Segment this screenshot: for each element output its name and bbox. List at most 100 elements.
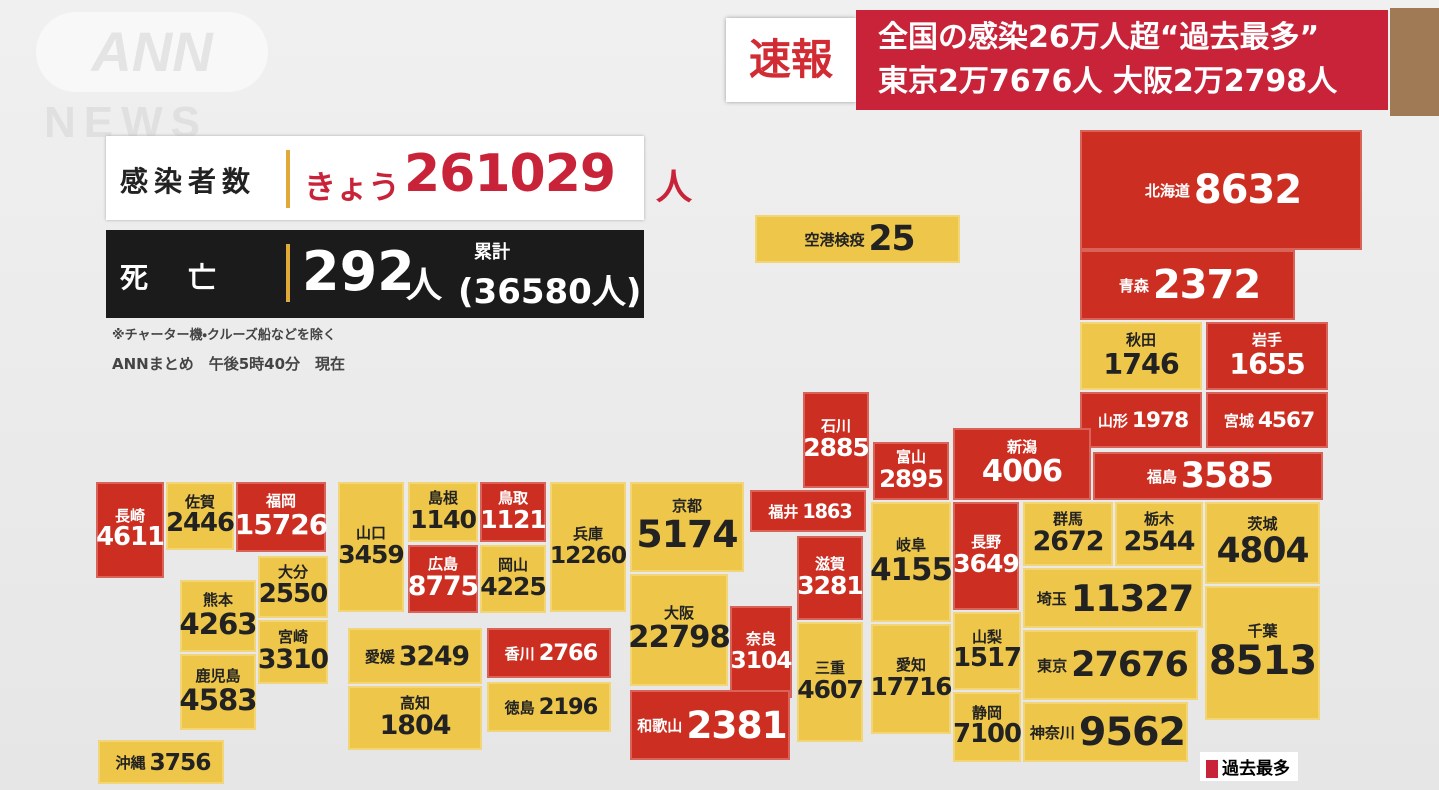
prefecture-count: 1746: [1103, 346, 1179, 381]
prefecture-tile: 島根 1140: [408, 482, 478, 542]
prefecture-name: 群馬: [1052, 510, 1083, 529]
prefecture-count: 1121: [480, 504, 547, 534]
prefecture-name: 鹿児島: [195, 666, 241, 685]
source: ANNまとめ 午後5時40分 現在: [112, 355, 346, 373]
prefecture-count: 8632: [1193, 167, 1302, 213]
separator: [286, 244, 290, 302]
prefecture-count: 4225: [480, 571, 547, 601]
prefecture-name: 奈良: [745, 629, 776, 648]
prefecture-count: 4006: [981, 454, 1063, 489]
prefecture-name: 新潟: [1006, 438, 1037, 457]
prefecture-name: 東京: [1037, 656, 1068, 675]
prefecture-tile: 福島 3585: [1093, 452, 1323, 500]
prefecture-tile: 山梨 1517: [953, 612, 1022, 690]
prefecture-tile: 空港検疫 25: [755, 215, 960, 263]
prefecture-name: 茨城: [1247, 515, 1278, 534]
prefecture-name: 神奈川: [1029, 723, 1075, 742]
prefecture-count: 2372: [1152, 262, 1261, 308]
prefecture-tile: 岡山 4225: [480, 545, 547, 613]
prefecture-name: 岡山: [497, 556, 528, 574]
prefecture-count: 4155: [870, 551, 953, 588]
prefecture-tile: 茨城 4804: [1205, 502, 1320, 584]
prefecture-tile: 秋田 1746: [1080, 322, 1202, 390]
prefecture-name: 福島: [1146, 467, 1177, 486]
prefecture-tile: 栃木 2544: [1115, 502, 1203, 566]
prefecture-name: 愛媛: [364, 647, 395, 666]
cases-unit: 人: [656, 167, 693, 208]
prefecture-tile: 福井 1863: [750, 490, 866, 532]
prefecture-count: 17716: [870, 671, 953, 701]
prefecture-count: 1655: [1229, 346, 1305, 381]
prefecture-tile: 山形 1978: [1080, 392, 1202, 448]
prefecture-tile: 石川 2885: [803, 392, 870, 488]
prefecture-count: 4804: [1216, 530, 1310, 571]
deaths-panel: 死 亡 292 人 累計 (36580人): [106, 230, 644, 318]
legend-label: 過去最多: [1222, 759, 1290, 779]
prefecture-name: 兵庫: [572, 524, 603, 543]
prefecture-name: 福岡: [265, 492, 296, 511]
prefecture-count: 7100: [953, 719, 1022, 750]
prefecture-name: 山口: [355, 524, 386, 542]
prefecture-count: 1863: [802, 499, 852, 523]
prefecture-tile: 鳥取 1121: [480, 482, 547, 542]
prefecture-count: 3756: [149, 748, 212, 776]
prefecture-name: 静岡: [971, 703, 1002, 722]
headline-line: 全国の感染26万人超“過去最多”: [878, 20, 1320, 55]
notes: ※チャーター機・クルーズ船などを除く ANNまとめ 午後5時40分 現在: [112, 326, 345, 382]
prefecture-tile: 宮崎 3310: [258, 620, 329, 684]
prefecture-name: 沖縄: [115, 753, 146, 772]
prefecture-tile: 神奈川 9562: [1023, 702, 1188, 762]
headline-line: 東京2万7676人 大阪2万2798人: [878, 64, 1338, 99]
prefecture-tile: 高知 1804: [348, 686, 482, 750]
prefecture-name: 千葉: [1247, 622, 1278, 641]
prefecture-tile: 広島 8775: [408, 545, 479, 613]
prefecture-name: 和歌山: [637, 716, 683, 735]
prefecture-tile: 岩手 1655: [1206, 322, 1328, 390]
prefecture-name: 長崎: [114, 506, 145, 525]
prefecture-name: 石川: [820, 417, 851, 435]
prefecture-count: 4583: [179, 682, 257, 717]
cases-prefix: きょう: [304, 168, 401, 206]
prefecture-tile: 愛知 17716: [870, 624, 953, 734]
prefecture-count: 8513: [1208, 637, 1317, 684]
prefecture-tile: 長野 3649: [953, 502, 1020, 610]
prefecture-count: 1978: [1131, 407, 1189, 433]
prefecture-count: 4263: [179, 606, 257, 641]
prefecture-tile: 兵庫 12260: [550, 482, 627, 612]
prefecture-count: 3249: [398, 640, 470, 672]
prefecture-name: 徳島: [504, 698, 535, 717]
prefecture-name: 京都: [671, 497, 702, 516]
prefecture-name: 岐阜: [895, 535, 926, 554]
prefecture-tile: 徳島 2196: [487, 682, 611, 732]
prefecture-name: 愛知: [895, 656, 926, 675]
prefecture-tile: 静岡 7100: [953, 692, 1022, 762]
cases-panel: 感染者数 きょう 261029 人: [106, 136, 692, 220]
prefecture-name: 岩手: [1251, 331, 1282, 350]
prefecture-tile: 鹿児島 4583: [179, 654, 258, 730]
prefecture-tile: 佐賀 2446: [166, 482, 235, 550]
prefecture-tile: 宮城 4567: [1206, 392, 1328, 448]
prefecture-count: 27676: [1071, 645, 1189, 685]
prefecture-tile: 和歌山 2381: [630, 690, 790, 760]
prefecture-tile: 埼玉 11327: [1023, 568, 1203, 628]
prefecture-count: 11327: [1070, 576, 1195, 620]
legend-swatch: [1206, 760, 1218, 778]
flash-label: 速報: [726, 18, 856, 102]
prefecture-count: 3104: [730, 645, 793, 674]
prefecture-name: 高知: [399, 694, 430, 713]
prefecture-count: 2885: [803, 432, 870, 462]
prefecture-count: 2550: [258, 579, 328, 610]
prefecture-tile: 愛媛 3249: [348, 628, 482, 684]
prefecture-tile: 長崎 4611: [96, 482, 165, 578]
prefecture-tile: 京都 5174: [630, 482, 744, 572]
prefecture-count: 2196: [538, 694, 599, 720]
prefecture-tile: 沖縄 3756: [98, 740, 224, 784]
prefecture-count: 3281: [797, 570, 864, 600]
prefecture-name: 山梨: [971, 627, 1002, 646]
prefecture-name: 北海道: [1144, 181, 1190, 200]
prefecture-name: 三重: [814, 659, 845, 677]
prefecture-count: 3459: [338, 539, 405, 569]
prefecture-name: 宮城: [1223, 411, 1254, 430]
prefecture-count: 4567: [1257, 407, 1315, 433]
cases-value: 261029: [404, 144, 616, 204]
